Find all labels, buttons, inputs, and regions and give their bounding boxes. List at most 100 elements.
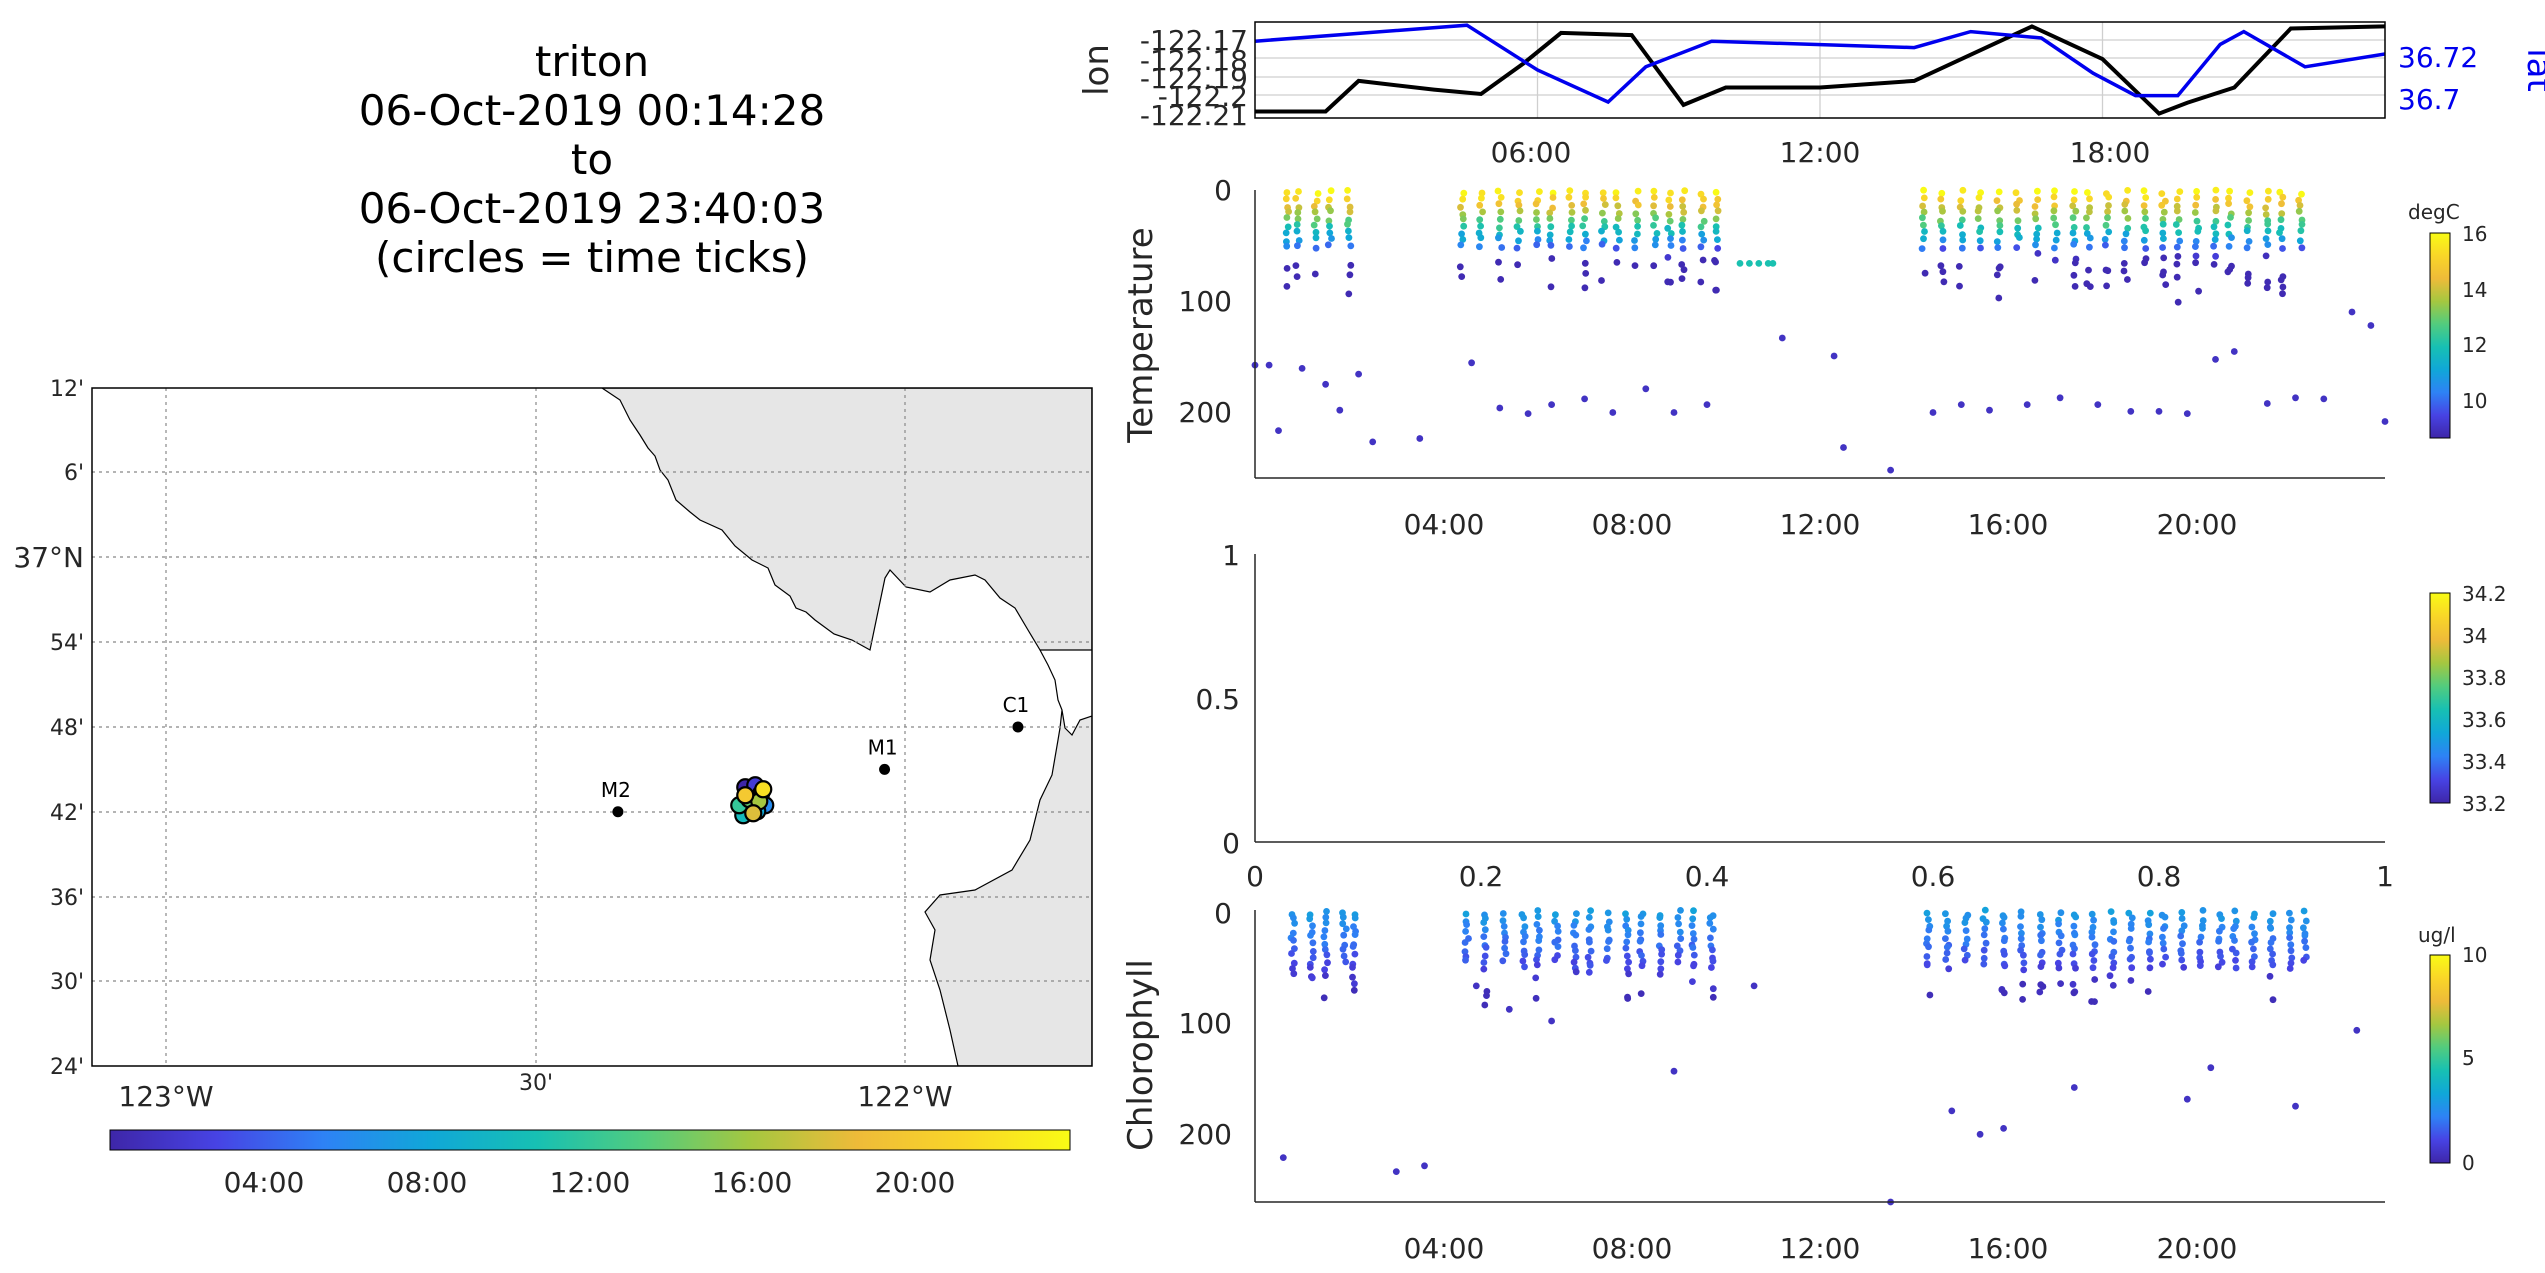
data-point <box>2088 950 2096 958</box>
temp-xtick-4: 20:00 <box>2157 508 2238 541</box>
data-point <box>2020 959 2028 967</box>
data-point <box>1614 202 1622 210</box>
data-point <box>1679 236 1686 244</box>
data-point <box>1679 216 1687 223</box>
lat-tick-4: 48' <box>50 716 84 741</box>
data-point <box>1459 215 1467 223</box>
data-point <box>1603 957 1610 964</box>
temperature-panel: Temperature 0 100 200 04:00 08:00 12:00 … <box>1121 174 2487 541</box>
data-point <box>1345 227 1352 235</box>
data-point <box>2286 929 2294 937</box>
data-point <box>1681 187 1689 195</box>
data-point <box>1336 406 1344 414</box>
data-point <box>1457 241 1465 249</box>
data-point <box>2037 951 2044 959</box>
data-point <box>1830 352 1838 360</box>
temp-ytick-2: 200 <box>1179 396 1232 429</box>
data-point <box>1459 236 1467 243</box>
data-point <box>1612 194 1620 202</box>
data-point <box>1637 913 1645 920</box>
data-point <box>1476 243 1483 251</box>
data-point <box>1292 262 1300 269</box>
track-xtick-0: 06:00 <box>1491 136 1572 169</box>
data-point <box>1665 196 1673 204</box>
data-point <box>1532 994 1540 1002</box>
data-point <box>2159 933 2166 941</box>
data-point <box>2267 925 2275 932</box>
sal-xtick-2: 0.4 <box>1685 860 1730 893</box>
data-point <box>1321 966 1328 974</box>
data-point <box>1483 988 1491 995</box>
data-point <box>1290 937 1297 944</box>
data-point <box>1996 263 2004 271</box>
data-point <box>1638 962 1646 970</box>
data-point <box>2147 955 2154 963</box>
data-point <box>2296 237 2304 245</box>
data-point <box>1547 241 1555 249</box>
vehicle-track-cluster <box>730 776 775 825</box>
lat-tick-lower: 36.7 <box>2398 83 2460 116</box>
temp-xtick-3: 16:00 <box>1968 508 2049 541</box>
data-point <box>1275 427 1282 434</box>
data-point <box>2264 195 2272 203</box>
data-point <box>1962 927 1970 934</box>
data-point <box>1566 228 1574 236</box>
data-point <box>2211 236 2219 244</box>
data-point <box>2101 236 2109 243</box>
sal-ytick-2: 0 <box>1222 827 1240 860</box>
data-point <box>2243 244 2251 252</box>
data-point <box>1326 222 1333 230</box>
data-point <box>1283 242 1291 250</box>
track-point <box>736 786 755 805</box>
data-point <box>1497 208 1505 216</box>
data-point <box>2231 907 2239 915</box>
data-point <box>1664 278 1672 286</box>
data-point <box>1497 276 1505 283</box>
data-point <box>1944 917 1951 925</box>
data-point <box>2016 234 2023 241</box>
time-colorbar-bar <box>109 1129 1071 1151</box>
data-point <box>1615 228 1622 236</box>
data-point <box>1703 401 1711 408</box>
data-point <box>2121 201 2129 208</box>
data-point <box>1623 938 1631 946</box>
data-point <box>2191 209 2199 216</box>
data-point <box>2036 911 2044 918</box>
data-point <box>1631 244 1639 252</box>
data-point <box>1481 926 1489 934</box>
figure-title: triton 06-Oct-2019 00:14:28 to 06-Oct-20… <box>359 37 825 282</box>
data-point <box>2071 188 2078 195</box>
data-point <box>2245 209 2253 217</box>
data-point <box>1585 968 1593 976</box>
data-point <box>1284 223 1292 231</box>
data-point <box>1709 946 1716 954</box>
data-point <box>1320 933 1328 941</box>
data-point <box>1516 207 1524 215</box>
data-point <box>1579 222 1587 230</box>
data-point <box>2110 937 2118 945</box>
time-cb-tick-3: 16:00 <box>712 1166 793 1199</box>
data-point <box>2140 236 2148 244</box>
data-point <box>1548 255 1556 262</box>
data-point <box>2228 262 2235 270</box>
data-point <box>1982 939 1990 947</box>
data-point <box>1957 401 1965 408</box>
data-point <box>2199 917 2207 924</box>
data-point <box>2013 244 2021 252</box>
data-point <box>2232 917 2240 925</box>
data-point <box>2120 260 2128 267</box>
chl-ylabel: Chlorophyll <box>1121 959 1161 1151</box>
data-point <box>1974 215 1982 223</box>
data-point <box>2071 283 2079 290</box>
lat-tick-2: 37°N <box>13 541 84 574</box>
station-dot-c1 <box>1012 721 1024 733</box>
temp-xtick-2: 12:00 <box>1780 508 1861 541</box>
data-point <box>1325 217 1333 225</box>
data-point <box>1349 963 1356 971</box>
data-point <box>1462 928 1469 935</box>
data-point <box>2218 915 2225 922</box>
data-point <box>1678 261 1686 268</box>
data-point <box>1689 915 1697 923</box>
data-point <box>2142 245 2150 252</box>
data-point <box>1609 409 1617 416</box>
